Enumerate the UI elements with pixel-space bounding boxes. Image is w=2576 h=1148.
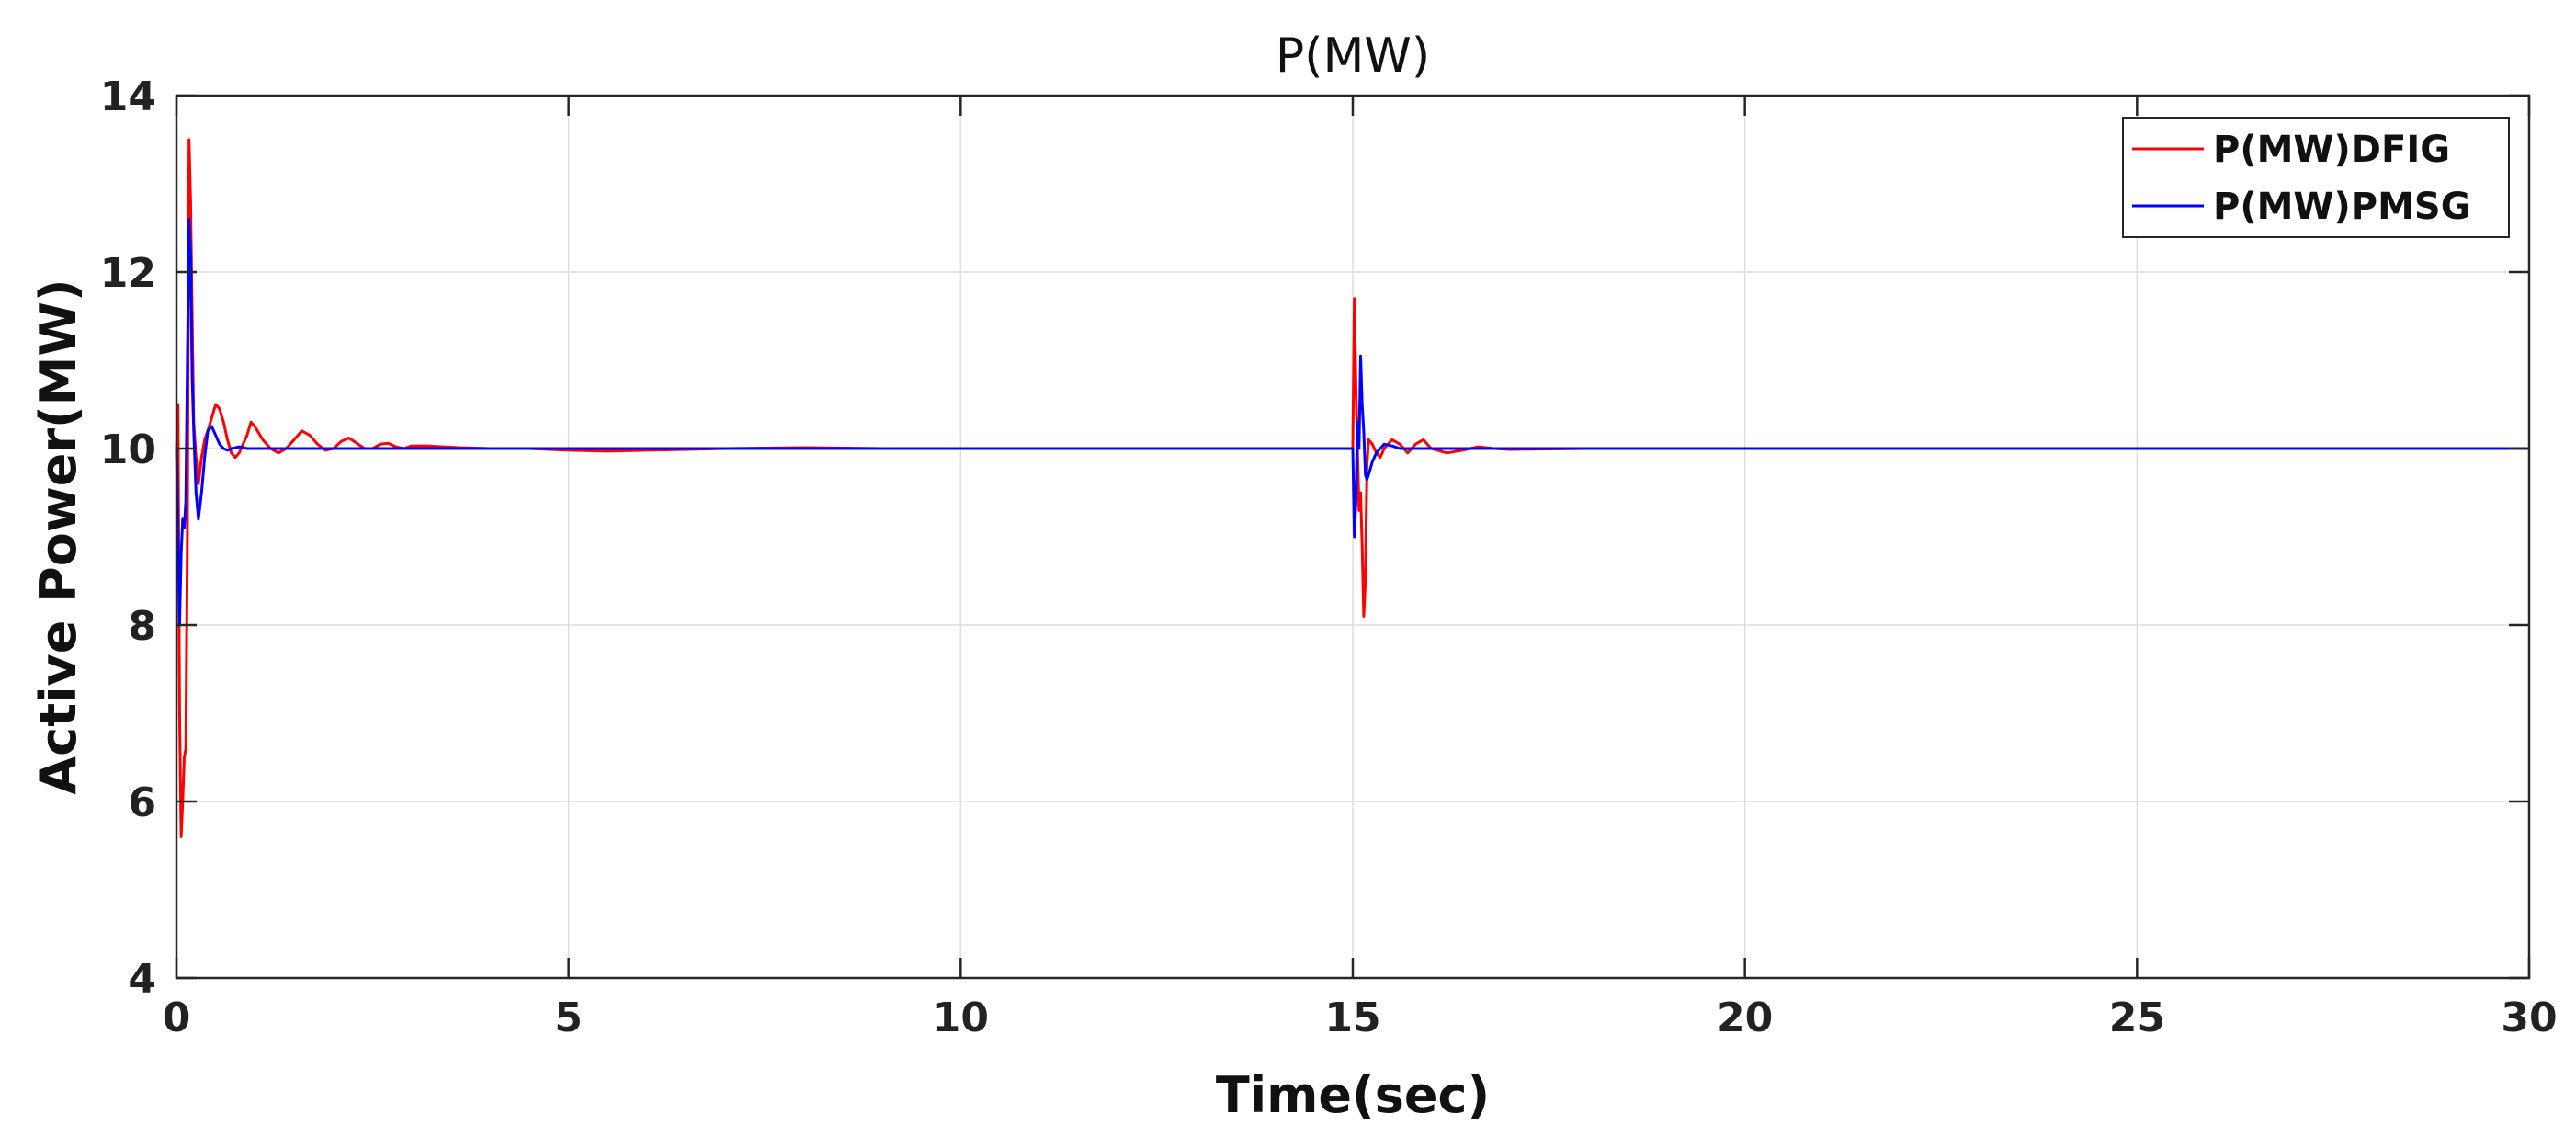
legend-box [2122, 117, 2510, 238]
y-axis-label: Active Power(MW) [29, 278, 87, 794]
y-tick-label: 12 [100, 250, 156, 297]
x-tick-label: 15 [1324, 995, 1380, 1041]
y-tick-labels: 4 6 8 10 12 14 [100, 74, 156, 1003]
legend-label-pmsg: P(MW)PMSG [2213, 186, 2471, 228]
x-tick-label: 10 [933, 995, 989, 1041]
y-tick-label: 10 [100, 426, 156, 473]
x-tick-label: 0 [163, 995, 191, 1041]
x-axis-label: Time(sec) [1216, 1066, 1490, 1124]
legend: P(MW)DFIG P(MW)PMSG [2122, 117, 2510, 238]
y-tick-label: 8 [128, 603, 156, 650]
chart-title: P(MW) [1276, 28, 1430, 84]
series-layer [175, 138, 2529, 838]
y-tick-label: 4 [128, 956, 156, 1003]
x-tick-labels: 0 5 10 15 20 25 30 [163, 995, 2558, 1041]
series-line-pmsg [175, 217, 2529, 627]
x-tick-label: 30 [2501, 995, 2557, 1041]
y-tick-label: 14 [100, 74, 156, 120]
legend-label-dfig: P(MW)DFIG [2213, 129, 2450, 171]
y-tick-label: 6 [128, 779, 156, 826]
x-tick-label: 20 [1717, 995, 1773, 1041]
axis-ticks [175, 94, 2531, 980]
x-tick-label: 5 [554, 995, 583, 1041]
x-tick-label: 25 [2109, 995, 2165, 1041]
